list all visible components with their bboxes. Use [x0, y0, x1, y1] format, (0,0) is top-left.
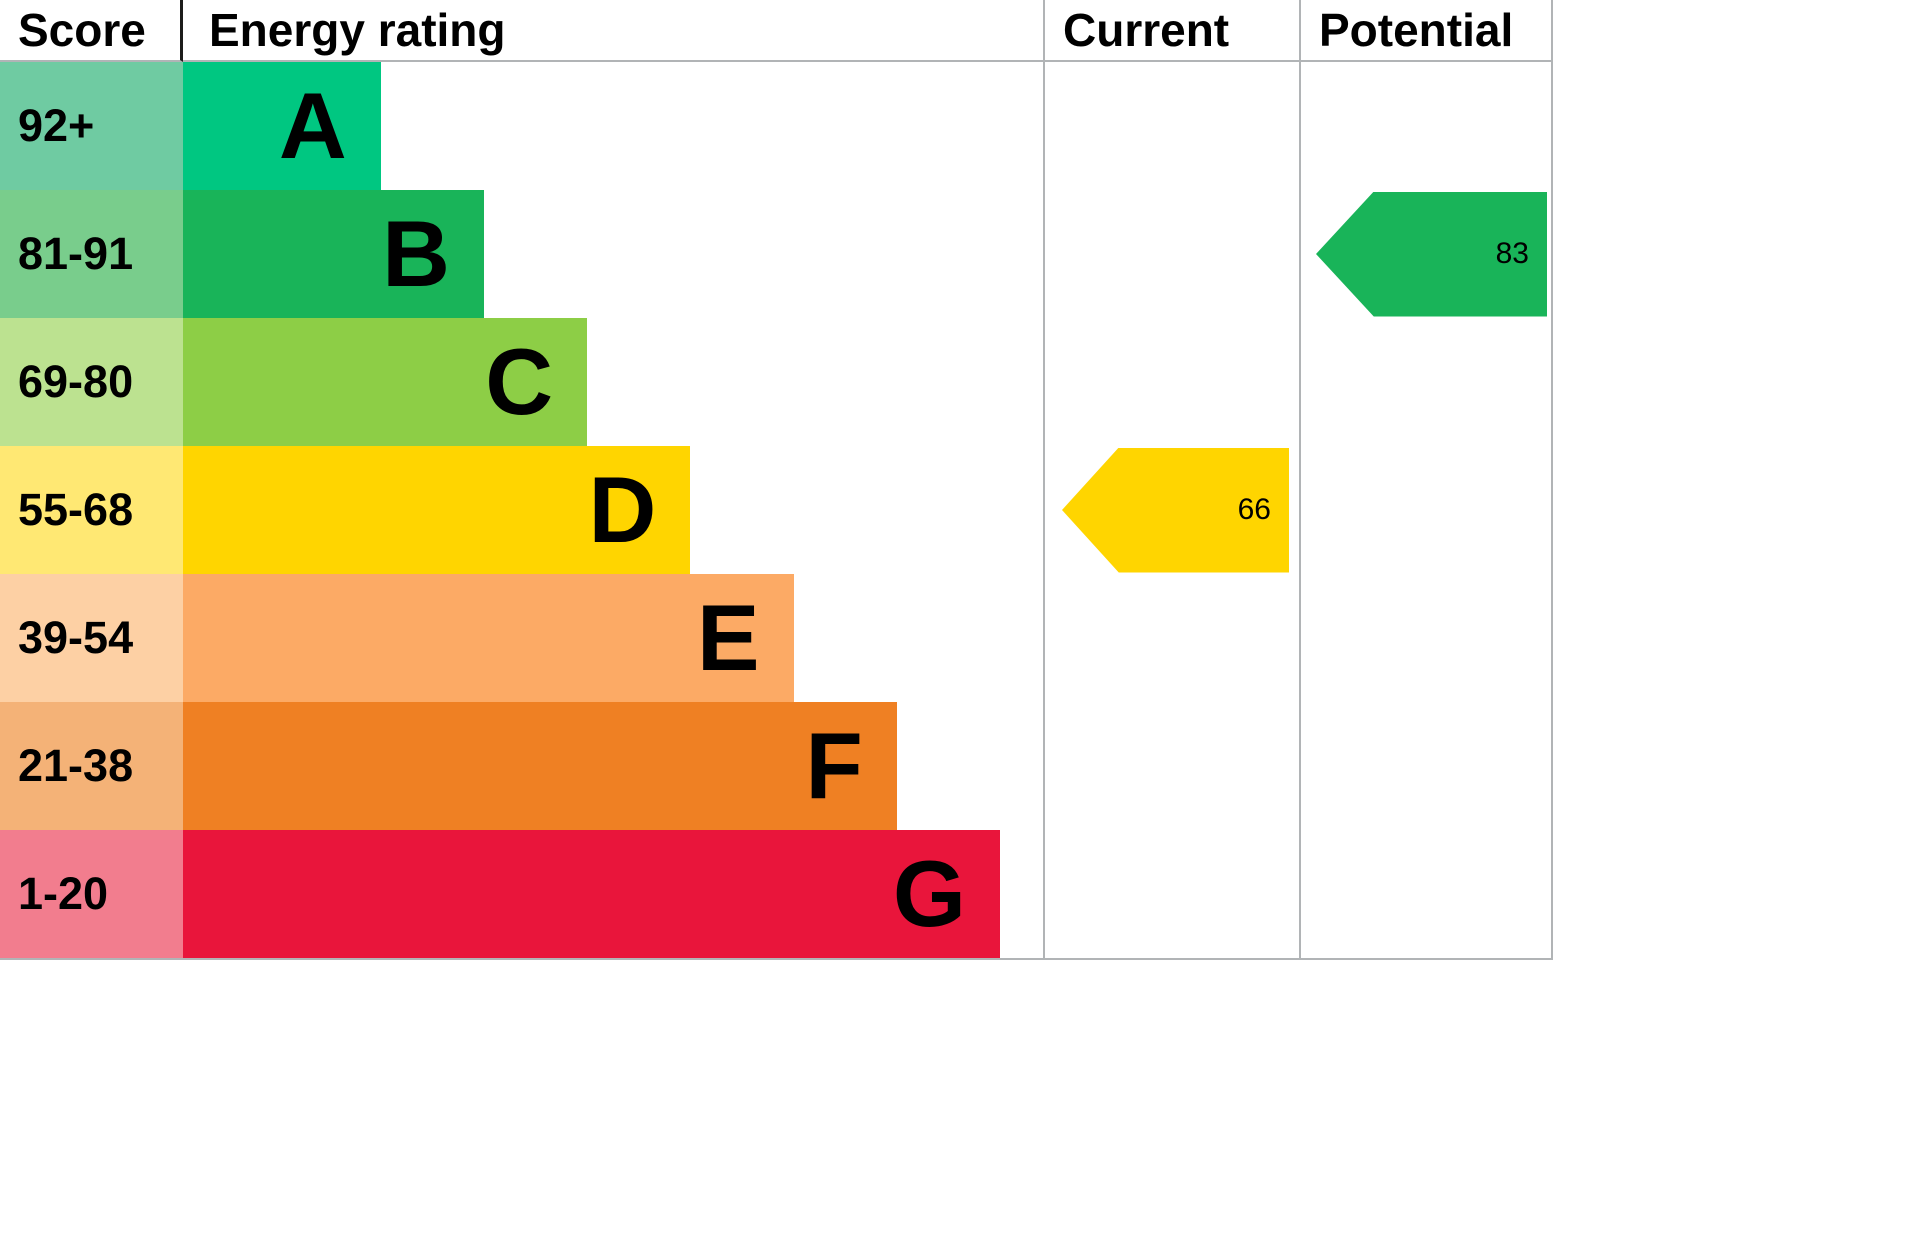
- rating-bar-e: E: [183, 574, 794, 702]
- score-cell-d: 55-68: [0, 446, 183, 574]
- score-range-label: 21-38: [18, 740, 134, 791]
- score-cell-a: 92+: [0, 62, 183, 190]
- potential-column-cell: 83: [1299, 190, 1553, 318]
- rating-bar-cell-d: D: [183, 446, 1043, 574]
- current-rating-arrow: 66: [1062, 447, 1289, 573]
- score-range-label: 81-91: [18, 228, 134, 279]
- current-column-cell: [1043, 830, 1299, 958]
- rating-bar-cell-f: F: [183, 702, 1043, 830]
- score-range-label: 1-20: [18, 868, 109, 919]
- rating-letter-f: F: [805, 713, 863, 818]
- epc-rating-chart: Score Energy rating Current Potential 92…: [0, 0, 1553, 960]
- score-cell-f: 21-38: [0, 702, 183, 830]
- rating-bar-cell-a: A: [183, 62, 1043, 190]
- rating-letter-e: E: [696, 585, 760, 690]
- rating-bar-c: C: [183, 318, 588, 446]
- potential-column-cell: [1299, 574, 1553, 702]
- current-value: 66: [1237, 493, 1271, 526]
- rating-letter-b: B: [382, 201, 450, 306]
- header-score: Score: [0, 0, 183, 62]
- rating-bar-cell-c: C: [183, 318, 1043, 446]
- potential-column-cell: [1299, 318, 1553, 446]
- rating-letter-d: D: [588, 457, 657, 562]
- rating-bar-f: F: [183, 702, 897, 830]
- potential-column-cell: [1299, 830, 1553, 958]
- rating-letter-a: A: [278, 73, 347, 178]
- score-range-label: 92+: [18, 100, 95, 151]
- rating-bar-g: G: [183, 830, 1000, 958]
- rating-bar-cell-g: G: [183, 830, 1043, 958]
- score-range-label: 55-68: [18, 484, 134, 535]
- rating-letter-c: C: [485, 329, 554, 434]
- current-column-cell: [1043, 702, 1299, 830]
- rating-bar-cell-b: B: [183, 190, 1043, 318]
- rating-bar-d: D: [183, 446, 691, 574]
- current-column-cell: [1043, 190, 1299, 318]
- score-cell-c: 69-80: [0, 318, 183, 446]
- score-cell-b: 81-91: [0, 190, 183, 318]
- rating-bar-b: B: [183, 190, 484, 318]
- rating-bar-cell-e: E: [183, 574, 1043, 702]
- potential-column-cell: [1299, 62, 1553, 190]
- current-column-cell: [1043, 574, 1299, 702]
- current-column-cell: 66: [1043, 446, 1299, 574]
- potential-column-cell: [1299, 446, 1553, 574]
- potential-value: 83: [1495, 237, 1529, 270]
- potential-column-cell: [1299, 702, 1553, 830]
- current-column-cell: [1043, 318, 1299, 446]
- rating-letter-g: G: [892, 841, 966, 946]
- header-energy-rating: Energy rating: [183, 0, 1043, 62]
- header-potential: Potential: [1299, 0, 1553, 62]
- header-current: Current: [1043, 0, 1299, 62]
- score-range-label: 69-80: [18, 356, 134, 407]
- current-column-cell: [1043, 62, 1299, 190]
- score-cell-e: 39-54: [0, 574, 183, 702]
- rating-bar-a: A: [183, 62, 381, 190]
- score-range-label: 39-54: [18, 612, 134, 663]
- potential-rating-arrow: 83: [1316, 191, 1547, 317]
- score-cell-g: 1-20: [0, 830, 183, 958]
